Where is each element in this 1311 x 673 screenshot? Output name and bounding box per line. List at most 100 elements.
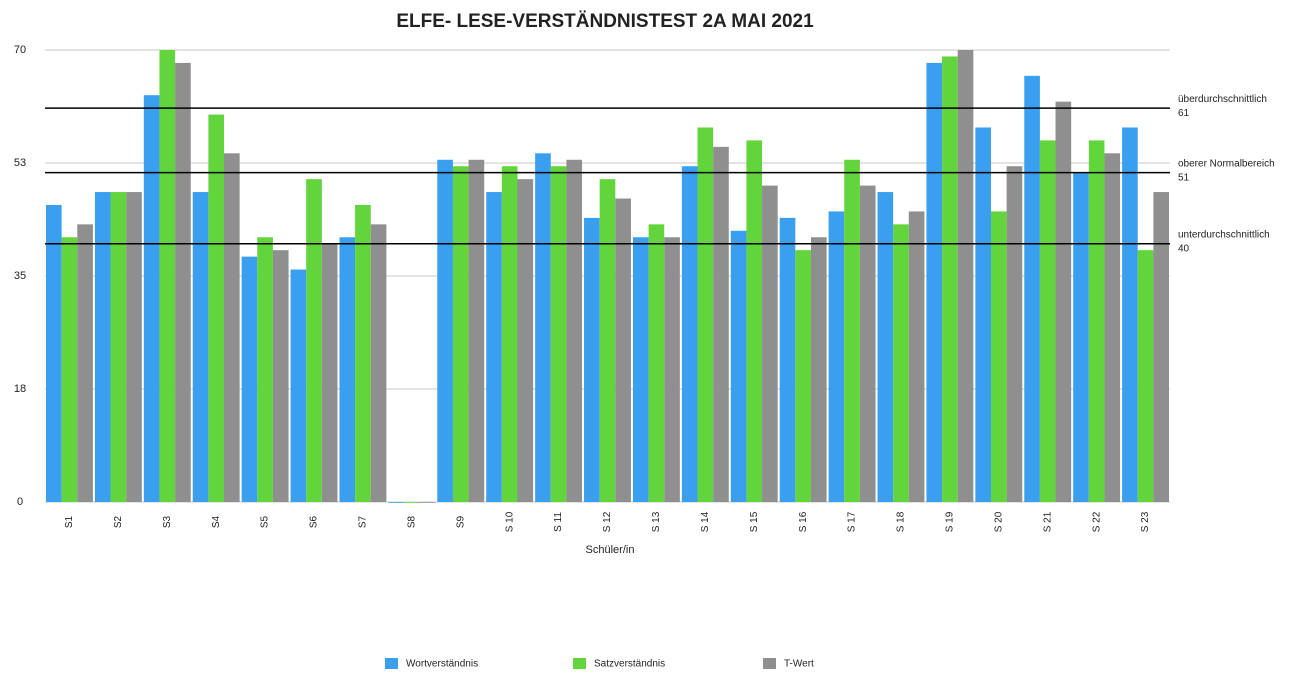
x-tick-label: S 12 bbox=[602, 511, 613, 532]
bar bbox=[339, 237, 356, 502]
bar bbox=[908, 211, 925, 502]
x-tick-label: S8 bbox=[406, 515, 417, 528]
y-tick-label: 0 bbox=[17, 496, 23, 508]
legend-label: Satzverständnis bbox=[594, 659, 665, 670]
bar bbox=[404, 502, 420, 503]
bar bbox=[942, 56, 958, 502]
x-tick-label: S 21 bbox=[1042, 511, 1053, 532]
bar bbox=[517, 179, 534, 502]
bar bbox=[713, 146, 729, 502]
bar bbox=[1122, 127, 1138, 502]
bar bbox=[859, 185, 876, 502]
bar bbox=[208, 114, 225, 503]
bar bbox=[550, 166, 567, 502]
bar bbox=[290, 269, 307, 502]
bar bbox=[795, 250, 811, 502]
x-tick-label: S 19 bbox=[945, 511, 956, 532]
bar bbox=[664, 237, 680, 502]
bar bbox=[584, 217, 600, 502]
bar bbox=[143, 95, 160, 502]
bar bbox=[762, 185, 778, 502]
bar bbox=[1039, 140, 1056, 502]
bar bbox=[990, 211, 1007, 502]
bar bbox=[615, 198, 631, 502]
x-tick-label: S 23 bbox=[1140, 511, 1151, 532]
y-tick-label: 18 bbox=[14, 383, 26, 395]
bar bbox=[844, 159, 860, 502]
bar bbox=[1073, 172, 1089, 502]
bar bbox=[192, 192, 209, 503]
bar bbox=[257, 237, 273, 502]
bar bbox=[61, 237, 78, 502]
bar bbox=[46, 204, 62, 502]
bar bbox=[957, 50, 974, 502]
x-tick-label: S 11 bbox=[553, 512, 564, 532]
bar bbox=[126, 192, 142, 503]
x-tick-label: S 10 bbox=[504, 511, 515, 532]
bar bbox=[697, 127, 714, 502]
reference-label: überdurchschnittlich bbox=[1178, 94, 1267, 105]
bar bbox=[893, 224, 909, 503]
bar bbox=[77, 224, 93, 503]
bar bbox=[241, 256, 258, 502]
bar bbox=[1006, 166, 1023, 502]
x-tick-label: S4 bbox=[211, 515, 222, 528]
bar bbox=[486, 192, 502, 503]
bar bbox=[159, 50, 176, 502]
bar bbox=[94, 192, 111, 503]
bar bbox=[1153, 192, 1169, 503]
bar bbox=[452, 166, 469, 502]
bar bbox=[1055, 101, 1072, 503]
legend-swatch bbox=[573, 658, 586, 669]
reference-value: 61 bbox=[1178, 108, 1190, 119]
bar bbox=[224, 153, 240, 503]
x-tick-label: S 20 bbox=[993, 511, 1004, 532]
x-tick-label: S2 bbox=[113, 515, 124, 528]
legend-swatch bbox=[385, 658, 398, 669]
legend-label: Wortverständnis bbox=[406, 659, 478, 670]
y-tick-label: 70 bbox=[14, 44, 26, 56]
x-tick-label: S7 bbox=[358, 515, 369, 528]
x-tick-label: S6 bbox=[309, 515, 320, 528]
bar bbox=[175, 62, 191, 503]
x-tick-label: S 16 bbox=[798, 511, 809, 532]
bar bbox=[535, 153, 551, 503]
bar bbox=[355, 204, 371, 502]
y-tick-label: 35 bbox=[14, 270, 26, 282]
reference-value: 51 bbox=[1178, 172, 1190, 183]
bar bbox=[321, 243, 338, 502]
y-tick-label: 53 bbox=[14, 157, 26, 169]
bar bbox=[306, 179, 322, 502]
bar bbox=[1088, 140, 1105, 502]
bar bbox=[779, 217, 796, 502]
bar bbox=[388, 502, 405, 503]
bar bbox=[632, 237, 649, 502]
x-tick-label: S3 bbox=[162, 515, 173, 528]
bar bbox=[468, 159, 485, 502]
bar bbox=[599, 179, 616, 502]
bar bbox=[746, 140, 763, 502]
bar bbox=[501, 166, 518, 502]
bar bbox=[926, 62, 943, 503]
reference-label: unterdurchschnittlich bbox=[1178, 229, 1270, 240]
x-tick-label: S 13 bbox=[651, 511, 662, 532]
bar bbox=[877, 192, 894, 503]
legend-swatch bbox=[763, 658, 776, 669]
bar bbox=[1104, 153, 1121, 503]
x-tick-label: S 22 bbox=[1091, 511, 1102, 532]
x-tick-label: S 15 bbox=[749, 511, 760, 532]
x-tick-label: S 17 bbox=[847, 511, 858, 532]
bar bbox=[566, 159, 583, 502]
bar bbox=[828, 211, 845, 502]
bar bbox=[272, 250, 289, 502]
x-tick-label: S9 bbox=[455, 515, 466, 528]
bar bbox=[975, 127, 991, 502]
x-tick-label: S 14 bbox=[700, 511, 711, 532]
bar bbox=[1137, 250, 1154, 502]
bar bbox=[419, 502, 436, 503]
x-tick-label: S1 bbox=[64, 515, 75, 528]
bar bbox=[110, 192, 127, 503]
bar bbox=[437, 159, 453, 502]
bar bbox=[730, 230, 747, 503]
